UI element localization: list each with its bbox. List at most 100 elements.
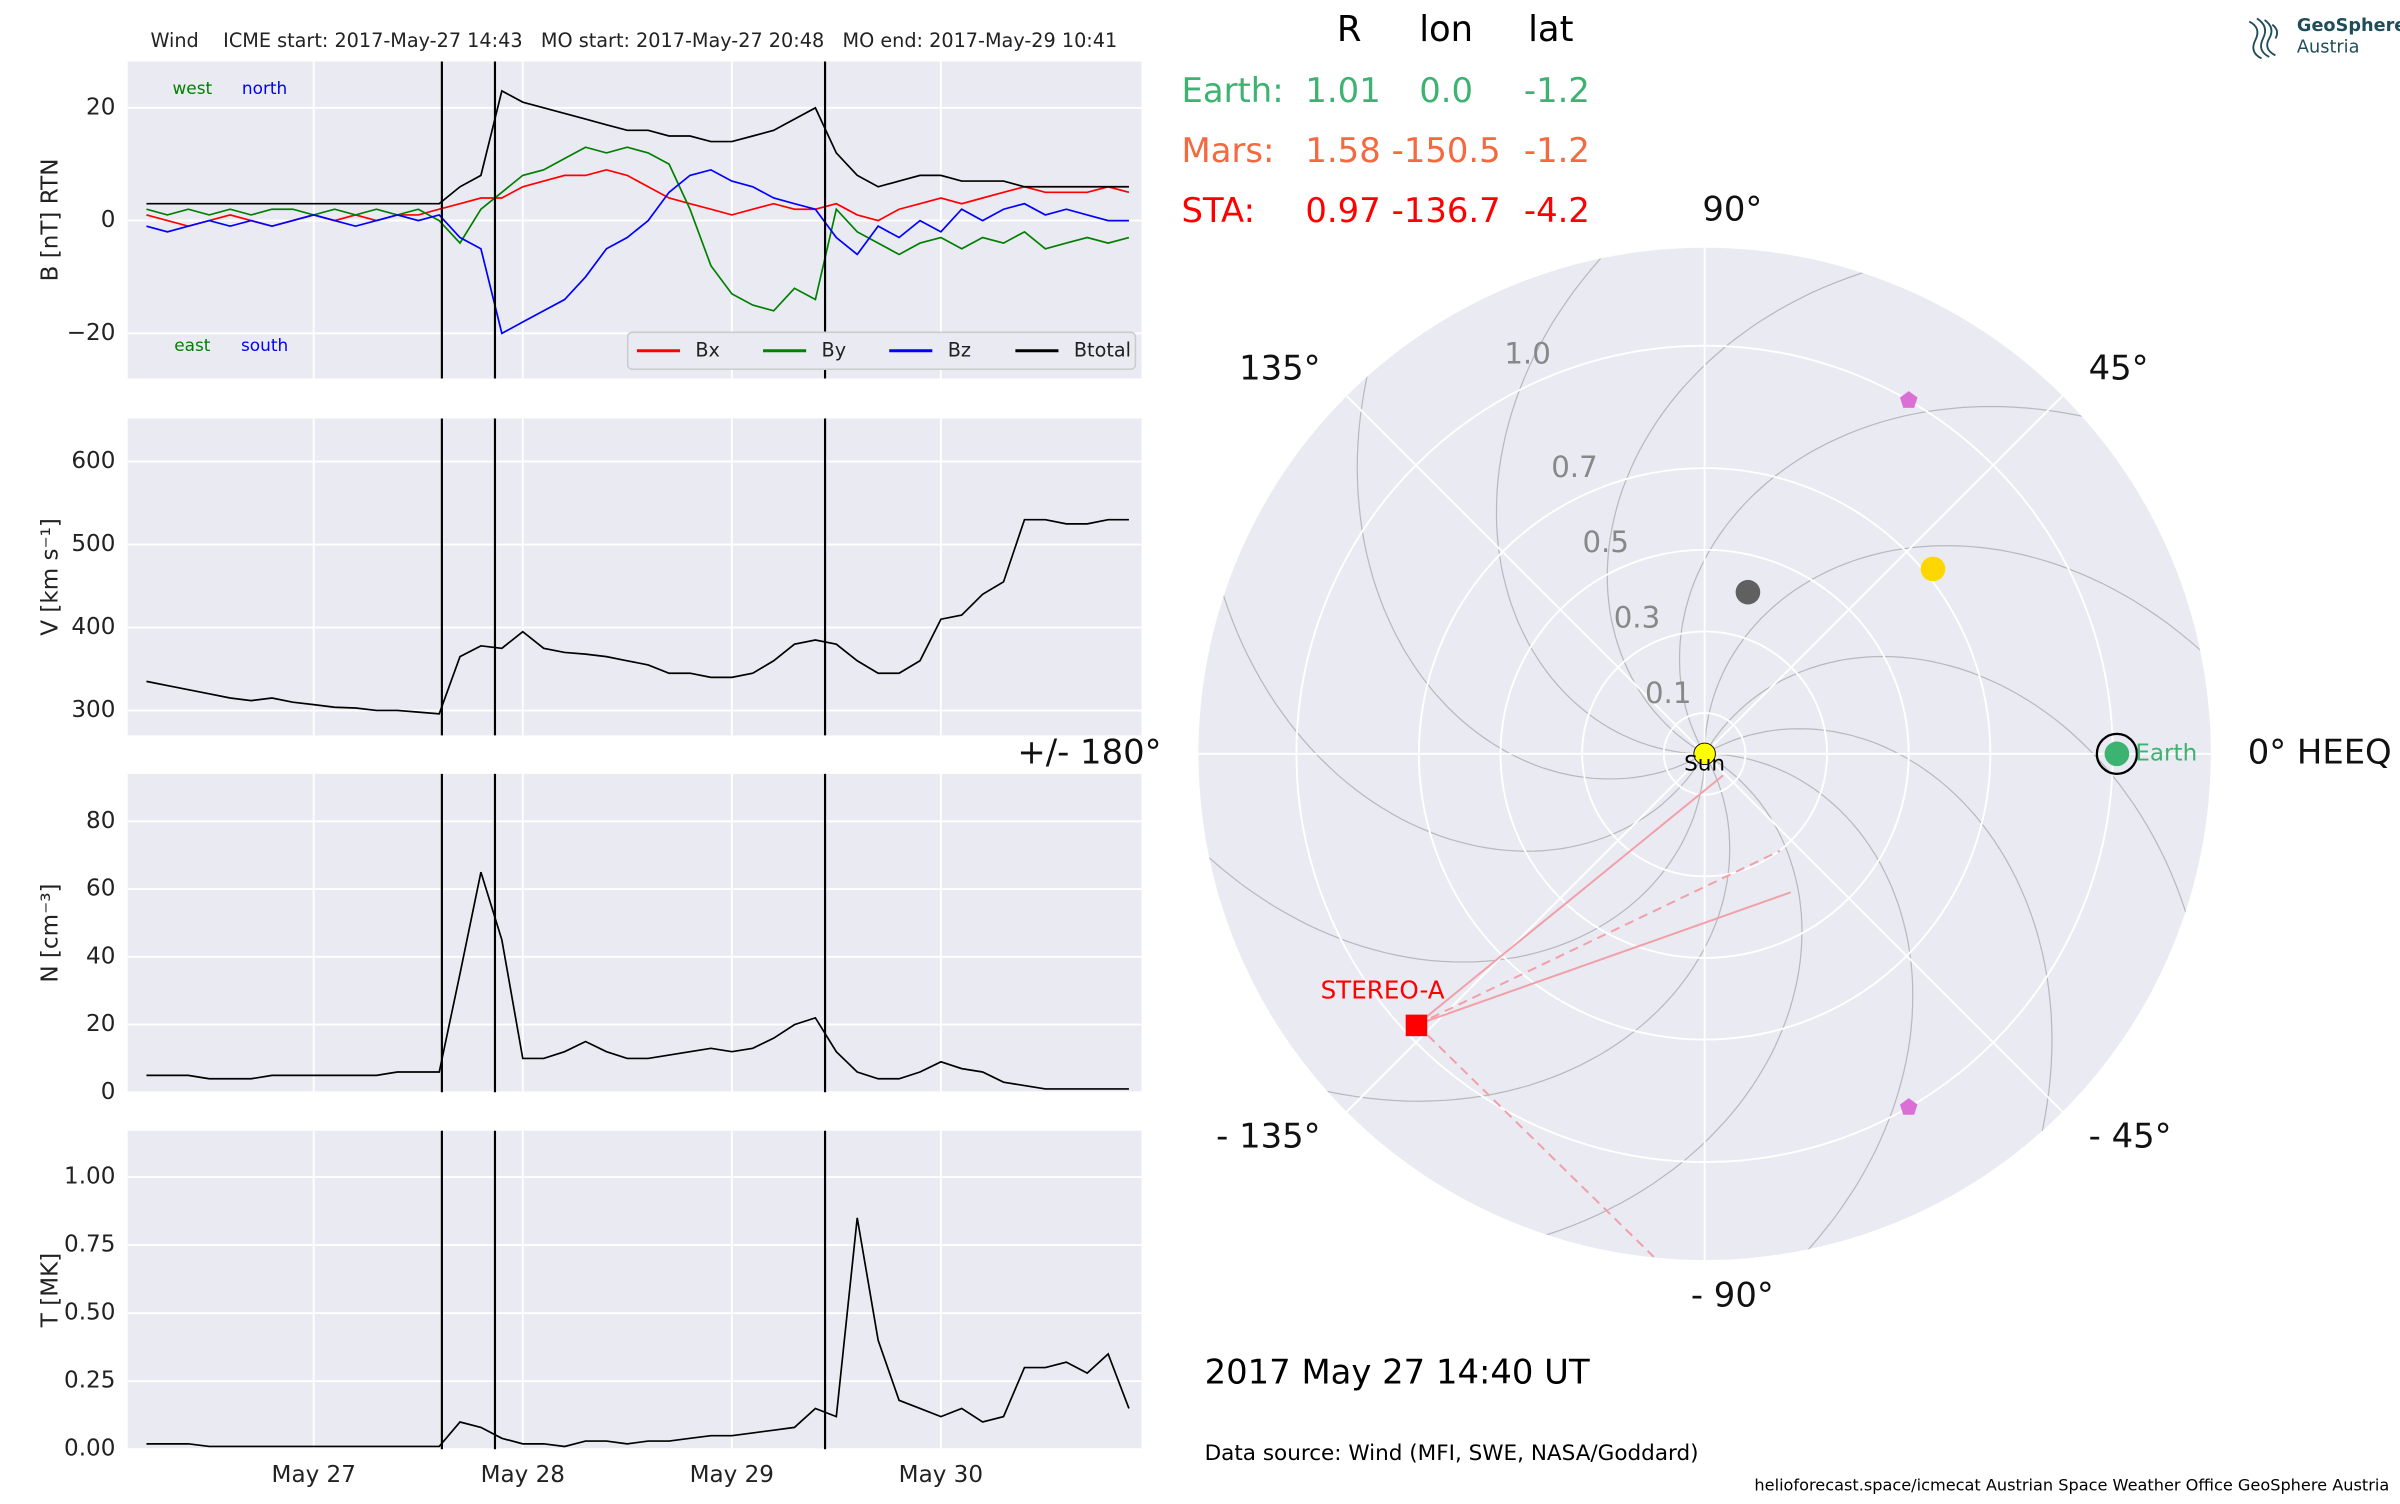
series-line [146,518,1129,715]
y-tick-label: 300 [71,697,115,723]
timestamp: 2017 May 27 14:40 UT [1205,1352,1590,1391]
table-cell: 1.01 [1305,71,1380,110]
time-series-panels: −20 0 20 B [nT] RTN Wind ICME start: 2017-Ma… [37,29,1142,1488]
logo: GeoSphere Austria [2248,16,2400,60]
table-row-name: Earth: [1182,71,1284,110]
body-marker [1693,742,1716,766]
theta-tick-label: 45° [2089,348,2149,387]
y-tick-label: 0 [101,1079,116,1105]
y-tick-label: 20 [86,94,115,120]
y-tick-label: 0.75 [64,1232,115,1258]
table-cell: -4.2 [1524,191,1590,230]
table-row-name: Mars: [1182,131,1275,170]
body-marker [1920,556,1946,582]
y-tick-label: 0 [101,207,116,233]
body-marker [1900,391,1918,408]
table-header: lon [1419,9,1473,50]
table-cell: 0.0 [1419,71,1473,110]
theta-tick-label: 90° [1702,189,1762,228]
panel: −20 0 20 B [nT] RTN Wind ICME start: 2017-Ma… [37,29,1142,379]
body-marker [1405,1014,1428,1037]
panel-title: Wind ICME start: 2017-May-27 14:43 MO st… [150,29,1117,52]
fov-line [1416,774,1724,1026]
y-tick-label: 20 [86,1011,115,1037]
table-cell: -1.2 [1524,131,1590,170]
theta-tick-label: +/- 180° [1017,732,1161,771]
logo-text: GeoSphere [2297,16,2400,36]
spiral-guide [1519,753,1803,1244]
r-tick-label: 0.3 [1614,601,1660,635]
spiral-guide [1356,349,1705,780]
panel: 0.00 0.25 0.50 0.75 1.00 May 27 May 28 May 29 Ma… [37,1130,1142,1488]
y-tick-label: 600 [71,448,115,474]
body-label: Sun [1684,752,1725,777]
theta-tick-label: 0° HEEQ [2248,732,2392,771]
grid-spoke [1346,753,1706,1113]
y-tick-label: 0.00 [64,1436,115,1462]
y-tick-label: 500 [71,531,115,557]
panel: 300 400 500 600 V [km s⁻¹] [37,418,1142,736]
y-tick-label: 0.25 [64,1368,115,1394]
legend-label: Btotal [1074,338,1131,361]
table-rows: Earth: 1.01 0.0 -1.2 Mars: 1.58 -150.5 -1.2 STA:… [1182,71,1590,230]
table-cell: 0.97 [1305,191,1380,230]
y-axis-label: T [MK] [37,1253,63,1328]
fov-line [1416,849,1781,1026]
r-tick-label: 0.1 [1645,676,1691,710]
y-tick-label: 1.00 [64,1164,115,1190]
plot-background [127,1130,1142,1450]
spiral-guide [1704,655,2194,939]
spiral-guide [1678,405,2109,755]
series-line [146,146,1130,312]
body-marker [1735,579,1761,605]
grid-spoke [1703,753,2064,1113]
theta-tick-label: 135° [1239,348,1320,387]
spiral-guide [1215,569,1706,852]
plot-background [127,418,1142,736]
x-tick-label: May 27 [272,1462,356,1488]
table-cell: -150.5 [1392,131,1501,170]
grid-spoke [1703,395,2064,755]
x-tick-label: May 29 [690,1462,774,1488]
body-label: STEREO-A [1321,976,1445,1005]
body-ring [2095,732,2139,776]
spiral-guide [1198,753,1706,963]
table-cell: 1.58 [1305,131,1380,170]
logo-text: Austria [2297,38,2360,58]
legend-label: Bx [695,338,720,361]
y-tick-label: 60 [86,876,115,902]
spiral-guide [1704,753,1914,1260]
spiral-guide [1704,545,2211,754]
y-axis-label: N [cm⁻³] [37,883,63,982]
spiral-guide [1495,247,1705,755]
series-line [146,168,1129,335]
spiral-guide [1606,264,1890,755]
body-label: Earth [2135,740,2197,766]
r-tick-label: 0.7 [1551,450,1597,484]
theta-tick-label: - 135° [1216,1116,1320,1155]
x-tick-label: May 28 [481,1462,565,1488]
series-line [146,1217,1130,1448]
body-marker [2104,741,2130,767]
plot-background [127,773,1142,1093]
series-line [146,89,1129,205]
y-axis-label: B [nT] RTN [37,159,63,282]
polar-foreground: 0.1 0.3 0.5 0.7 1.0 0° HEEQ 45° 90° 135° +/- 180°… [1017,189,2391,1314]
positions-table: R lon lat [1337,9,1574,50]
theta-tick-label: - 45° [2089,1116,2172,1155]
r-tick-label: 1.0 [1504,337,1550,371]
annotation: north [242,78,287,98]
table-header: R [1337,9,1362,50]
theta-tick-label: - 90° [1691,1275,1774,1314]
data-source: Data source: Wind (MFI, SWE, NASA/Goddar… [1205,1441,1699,1466]
table-header: lat [1528,9,1574,50]
spiral-guide [1300,753,1731,1102]
table-cell: -1.2 [1524,71,1590,110]
x-tick-label: May 30 [899,1462,983,1488]
y-tick-label: −20 [67,320,116,346]
fov-line [1416,1023,1655,1258]
legend-box [626,331,1137,370]
body-marker [1900,1098,1918,1115]
y-tick-label: 40 [86,943,115,969]
